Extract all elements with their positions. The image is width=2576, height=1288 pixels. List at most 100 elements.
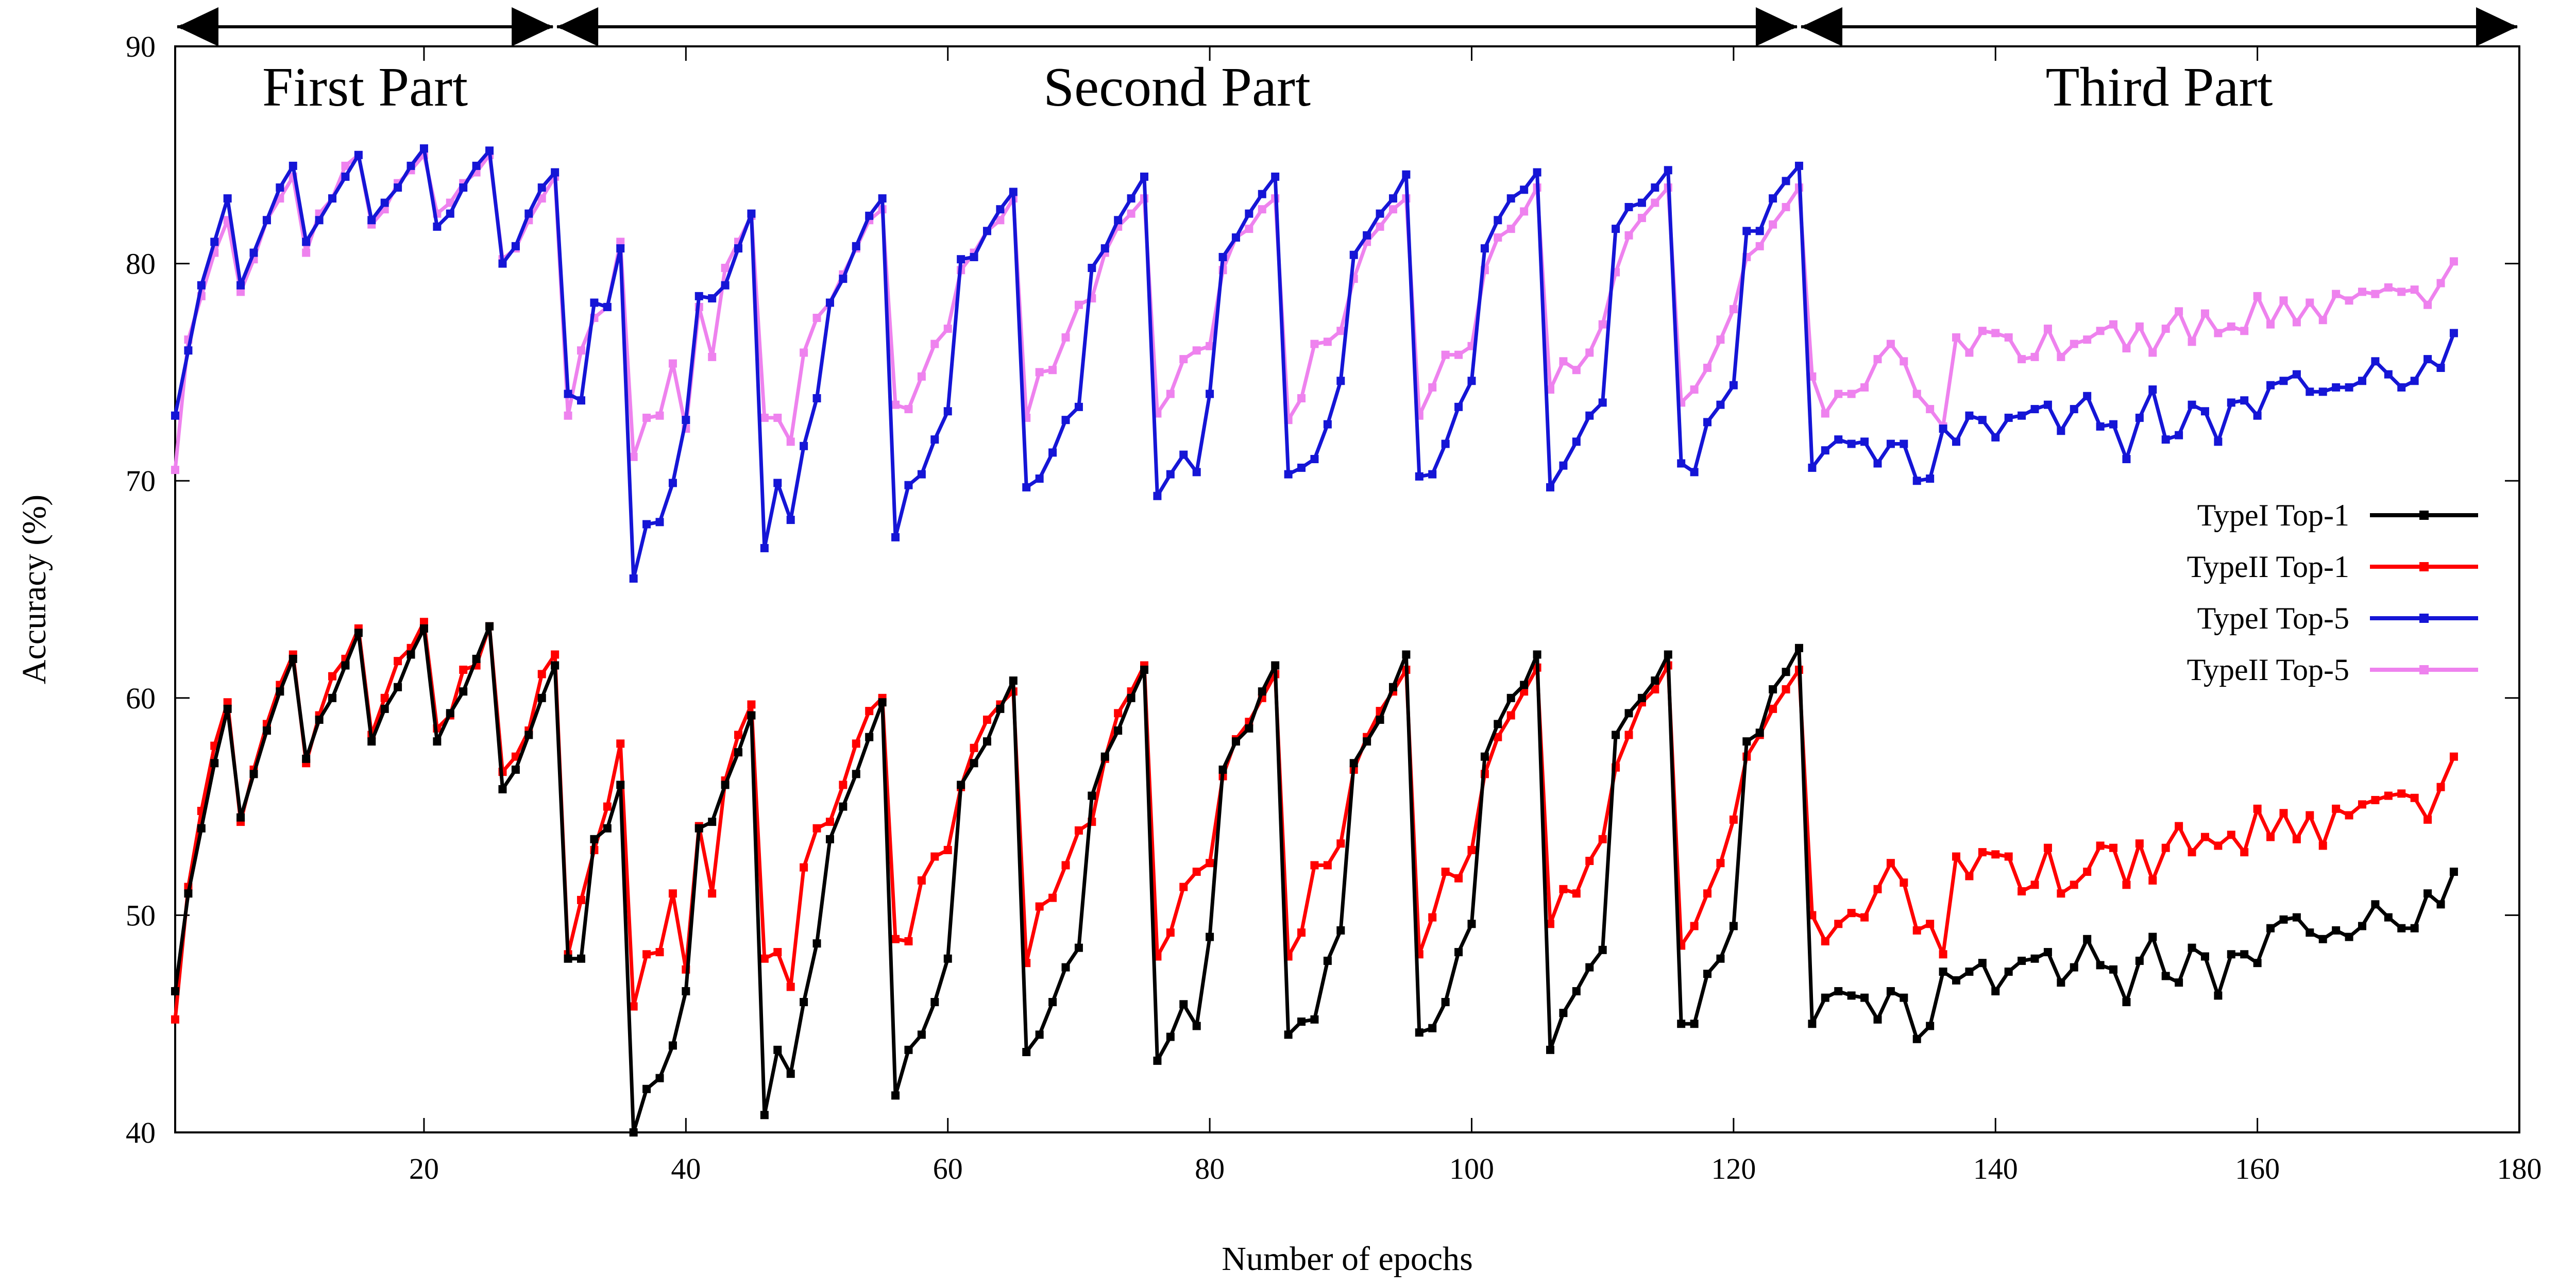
- data-point: [930, 435, 939, 444]
- x-tick-label: 60: [933, 1152, 963, 1185]
- data-point: [682, 416, 690, 425]
- data-point: [943, 954, 952, 963]
- data-point: [655, 948, 664, 957]
- data-point: [957, 255, 965, 264]
- data-point: [1637, 198, 1646, 207]
- data-point: [1991, 433, 2000, 442]
- data-point: [1546, 920, 1554, 928]
- data-point: [1860, 383, 1869, 392]
- data-point: [2161, 843, 2170, 852]
- data-point: [2135, 839, 2144, 848]
- data-point: [2148, 876, 2157, 885]
- series-layer: [171, 144, 2458, 1137]
- data-point: [2345, 383, 2353, 392]
- data-point: [2292, 370, 2301, 379]
- data-point: [865, 733, 874, 741]
- data-point: [1769, 194, 1777, 203]
- data-point: [1454, 874, 1463, 883]
- data-point: [184, 889, 193, 898]
- data-point: [1886, 987, 1895, 995]
- data-point: [668, 359, 677, 368]
- data-point: [577, 346, 585, 355]
- data-point: [1598, 398, 1607, 407]
- data-point: [1009, 676, 1018, 685]
- legend-label: TypeI Top-1: [2197, 498, 2349, 532]
- data-point: [1074, 402, 1083, 411]
- data-point: [1035, 1030, 1044, 1039]
- data-point: [2018, 887, 2026, 896]
- data-point: [865, 707, 874, 716]
- data-point: [1808, 463, 1817, 472]
- data-point: [2292, 318, 2301, 327]
- data-point: [1742, 227, 1751, 235]
- part-label: First Part: [262, 57, 468, 118]
- data-point: [1428, 383, 1437, 392]
- data-point: [1912, 926, 1921, 935]
- data-point: [760, 544, 769, 552]
- data-point: [734, 748, 743, 757]
- data-point: [2436, 900, 2445, 909]
- data-point: [1546, 385, 1554, 394]
- data-point: [1206, 342, 1214, 350]
- data-point: [459, 687, 468, 696]
- data-point: [1415, 1028, 1423, 1037]
- data-point: [1585, 348, 1594, 357]
- data-point: [2424, 815, 2432, 824]
- data-point: [1585, 857, 1594, 865]
- data-point: [1206, 859, 1214, 868]
- data-point: [1061, 963, 1070, 972]
- series-typei-top-5: [171, 144, 2458, 583]
- data-point: [1336, 926, 1345, 935]
- x-axis: 20 40 60 80 100 120 140 160 180: [409, 46, 2542, 1185]
- data-point: [1716, 400, 1725, 409]
- data-point: [551, 661, 560, 670]
- data-point: [1035, 368, 1044, 377]
- data-point: [1100, 244, 1109, 253]
- data-point: [800, 442, 808, 450]
- data-point: [1912, 477, 1921, 485]
- y-tick-label: 60: [126, 682, 156, 715]
- data-point: [1206, 933, 1214, 941]
- data-point: [1363, 231, 1371, 240]
- data-point: [171, 411, 179, 420]
- data-point: [930, 340, 939, 348]
- data-point: [1166, 389, 1175, 398]
- data-point: [2135, 413, 2144, 422]
- legend-item: TypeII Top-5: [2187, 653, 2478, 687]
- data-point: [943, 845, 952, 854]
- data-point: [276, 687, 284, 696]
- data-point: [1494, 720, 1502, 728]
- data-point: [1192, 346, 1201, 355]
- data-point: [982, 715, 991, 724]
- data-point: [1991, 850, 2000, 859]
- data-point: [917, 876, 926, 885]
- data-point: [1978, 848, 1987, 857]
- data-point: [2332, 290, 2341, 298]
- data-point: [1690, 468, 1699, 477]
- data-point: [970, 743, 978, 752]
- data-point: [2384, 283, 2393, 292]
- y-tick-label: 90: [126, 30, 156, 63]
- data-point: [2371, 795, 2380, 804]
- data-point: [328, 693, 337, 702]
- legend-item: TypeII Top-1: [2187, 550, 2478, 584]
- data-point: [2096, 422, 2105, 431]
- data-point: [2318, 387, 2327, 396]
- data-point: [1166, 928, 1175, 937]
- data-point: [1140, 665, 1149, 674]
- data-point: [2135, 956, 2144, 965]
- data-point: [2227, 398, 2235, 407]
- data-point: [1048, 366, 1057, 375]
- data-point: [1520, 185, 1529, 194]
- data-point: [800, 998, 808, 1007]
- data-point: [1533, 168, 1541, 177]
- data-point: [1559, 357, 1568, 366]
- data-point: [2397, 924, 2406, 933]
- data-point: [1873, 459, 1882, 468]
- data-point: [629, 1128, 638, 1137]
- data-point: [2240, 848, 2249, 857]
- data-point: [537, 693, 546, 702]
- data-point: [2122, 998, 2131, 1007]
- data-point: [1794, 161, 1803, 170]
- data-point: [223, 194, 232, 203]
